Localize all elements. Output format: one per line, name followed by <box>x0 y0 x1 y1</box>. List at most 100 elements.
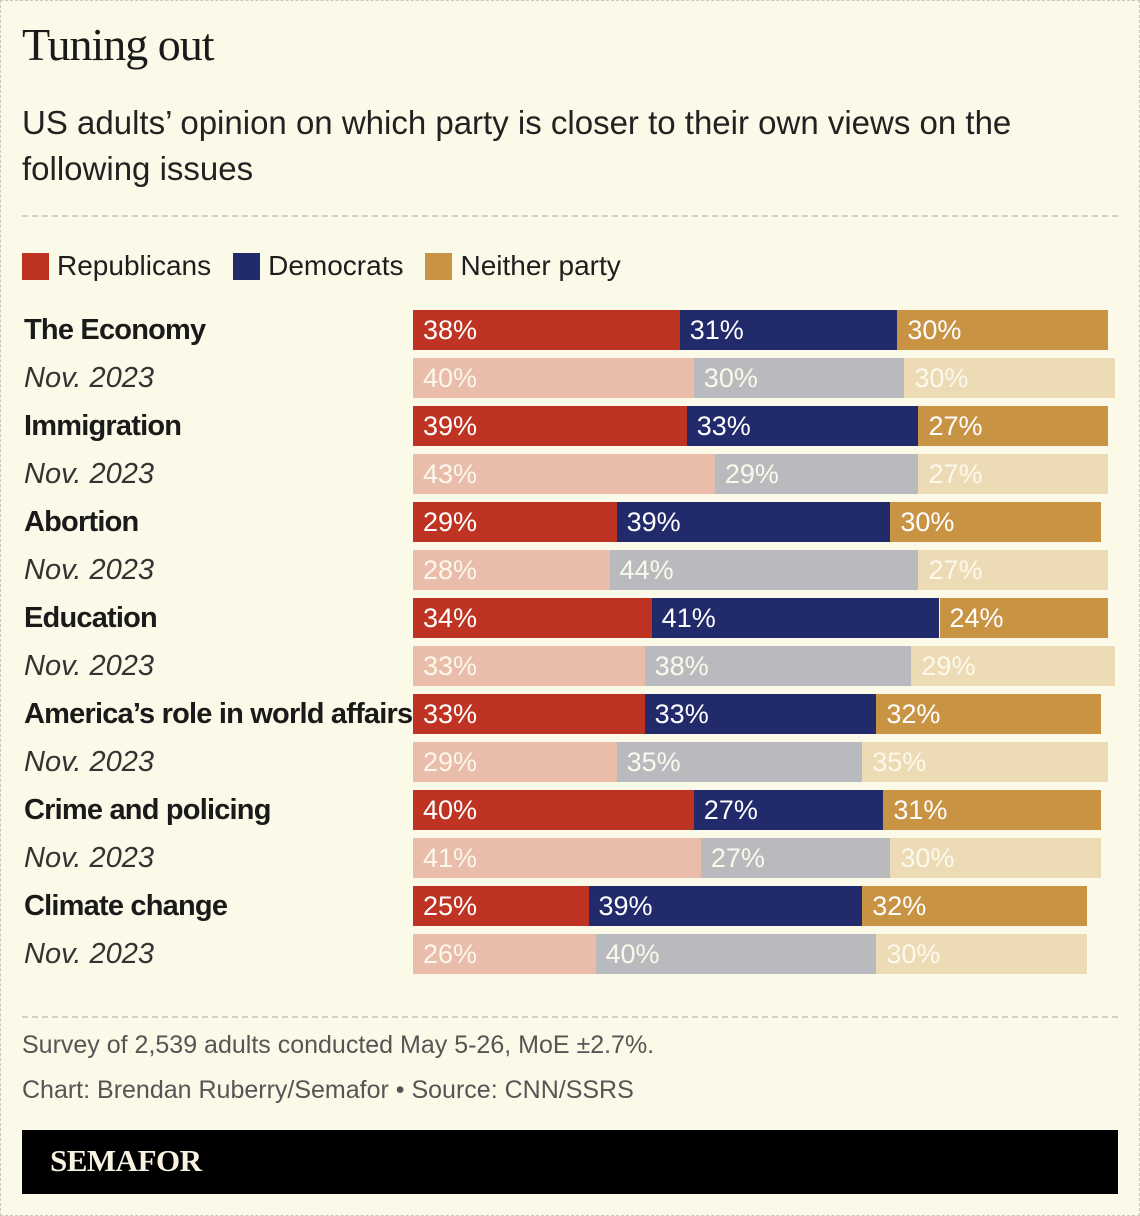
bar-segment-republicans <box>413 358 694 398</box>
row-label-issue: Education <box>24 602 158 634</box>
data-label-neither: 24% <box>949 603 1004 633</box>
data-label-democrats: 33% <box>654 699 709 729</box>
data-label-neither: 29% <box>921 651 976 681</box>
data-label-democrats: 33% <box>696 411 751 441</box>
row-label-previous: Nov. 2023 <box>24 362 155 394</box>
row-label-previous: Nov. 2023 <box>24 554 155 586</box>
bar-segment-democrats <box>616 502 891 542</box>
bar-segment-republicans <box>413 310 680 350</box>
row-label-issue: Immigration <box>24 410 182 442</box>
legend-label-democrats: Democrats <box>268 250 404 281</box>
data-label-neither: 30% <box>907 315 962 345</box>
data-label-democrats: 39% <box>598 891 653 921</box>
survey-note: Survey of 2,539 adults conducted May 5-2… <box>22 1031 655 1059</box>
bar-segment-neither <box>939 598 1108 638</box>
bar-segment-democrats <box>679 310 898 350</box>
row-label-issue: America’s role in world affairs <box>24 698 413 730</box>
data-label-neither: 30% <box>900 507 955 537</box>
bar-segment-neither <box>918 454 1108 494</box>
brand-bar: SEMAFOR <box>22 1130 1118 1194</box>
credit-note: Chart: Brendan Ruberry/Semafor • Source:… <box>22 1076 634 1104</box>
bar-segment-neither <box>876 934 1087 974</box>
data-label-republicans: 34% <box>423 603 478 633</box>
data-label-neither: 27% <box>928 555 983 585</box>
bar-segment-neither <box>911 646 1115 686</box>
data-label-republicans: 43% <box>423 459 478 489</box>
data-label-democrats: 41% <box>661 603 716 633</box>
row-label-issue: Climate change <box>24 890 228 922</box>
bar-segment-republicans <box>413 934 596 974</box>
legend: Republicans Democrats Neither party <box>22 250 643 282</box>
legend-swatch-republicans <box>22 252 49 280</box>
bar-segment-democrats <box>700 838 891 878</box>
data-label-neither: 30% <box>886 939 941 969</box>
bar-segment-republicans <box>413 742 617 782</box>
row-label-previous: Nov. 2023 <box>24 458 155 490</box>
bar-segment-neither <box>862 886 1087 926</box>
legend-swatch-democrats <box>233 252 261 280</box>
legend-item-republicans: Republicans <box>22 250 211 282</box>
data-label-republicans: 41% <box>423 843 478 873</box>
bar-segment-neither <box>890 502 1101 542</box>
legend-item-democrats: Democrats <box>233 250 403 282</box>
data-label-neither: 35% <box>872 747 927 777</box>
data-label-democrats: 35% <box>626 747 681 777</box>
bar-segment-republicans <box>413 694 645 734</box>
divider-top <box>22 215 1118 217</box>
bar-segment-democrats <box>693 358 905 398</box>
bar-segment-democrats <box>616 742 863 782</box>
bar-segment-neither <box>862 742 1108 782</box>
bar-segment-republicans <box>413 454 715 494</box>
bar-segment-republicans <box>413 646 645 686</box>
bar-segment-neither <box>897 310 1108 350</box>
legend-swatch-neither <box>425 252 453 280</box>
brand-logo: SEMAFOR <box>50 1143 202 1178</box>
data-label-democrats: 40% <box>605 939 660 969</box>
data-label-neither: 32% <box>872 891 927 921</box>
data-label-democrats: 44% <box>619 555 674 585</box>
legend-item-neither: Neither party <box>425 250 621 282</box>
data-label-neither: 27% <box>928 459 983 489</box>
bar-segment-republicans <box>413 790 694 830</box>
bar-segment-neither <box>890 838 1101 878</box>
bar-segment-neither <box>904 358 1115 398</box>
bar-segment-republicans <box>413 502 617 542</box>
row-label-issue: The Economy <box>24 314 206 346</box>
bar-segment-republicans <box>413 886 589 926</box>
divider-bottom <box>22 1016 1118 1018</box>
data-label-republicans: 25% <box>423 891 478 921</box>
bar-segment-neither <box>883 790 1101 830</box>
bar-segment-democrats <box>651 598 940 638</box>
data-label-republicans: 40% <box>423 795 478 825</box>
data-label-democrats: 27% <box>703 795 758 825</box>
data-label-republicans: 29% <box>423 747 478 777</box>
row-label-previous: Nov. 2023 <box>24 938 155 970</box>
bar-segment-democrats <box>644 646 912 686</box>
bar-segment-democrats <box>686 406 919 446</box>
data-label-republicans: 38% <box>423 315 478 345</box>
bar-segment-democrats <box>693 790 884 830</box>
data-label-neither: 30% <box>914 363 969 393</box>
legend-label-neither: Neither party <box>460 250 621 281</box>
chart-title: Tuning out <box>22 19 215 70</box>
data-label-neither: 31% <box>893 795 948 825</box>
bar-segment-republicans <box>413 838 701 878</box>
data-label-republicans: 39% <box>423 411 478 441</box>
data-label-republicans: 26% <box>423 939 478 969</box>
data-label-republicans: 33% <box>423 651 478 681</box>
data-label-neither: 32% <box>886 699 941 729</box>
data-label-neither: 30% <box>900 843 955 873</box>
data-label-democrats: 39% <box>626 507 681 537</box>
data-label-democrats: 38% <box>654 651 709 681</box>
bar-segment-democrats <box>714 454 919 494</box>
bar-segment-neither <box>876 694 1101 734</box>
bar-segment-democrats <box>644 694 877 734</box>
row-label-issue: Abortion <box>24 506 139 538</box>
bar-segment-democrats <box>595 934 877 974</box>
data-label-republicans: 29% <box>423 507 478 537</box>
bar-segment-republicans <box>413 598 652 638</box>
data-label-democrats: 27% <box>710 843 765 873</box>
legend-label-republicans: Republicans <box>57 250 212 281</box>
row-label-issue: Crime and policing <box>24 794 271 826</box>
data-label-neither: 27% <box>928 411 983 441</box>
